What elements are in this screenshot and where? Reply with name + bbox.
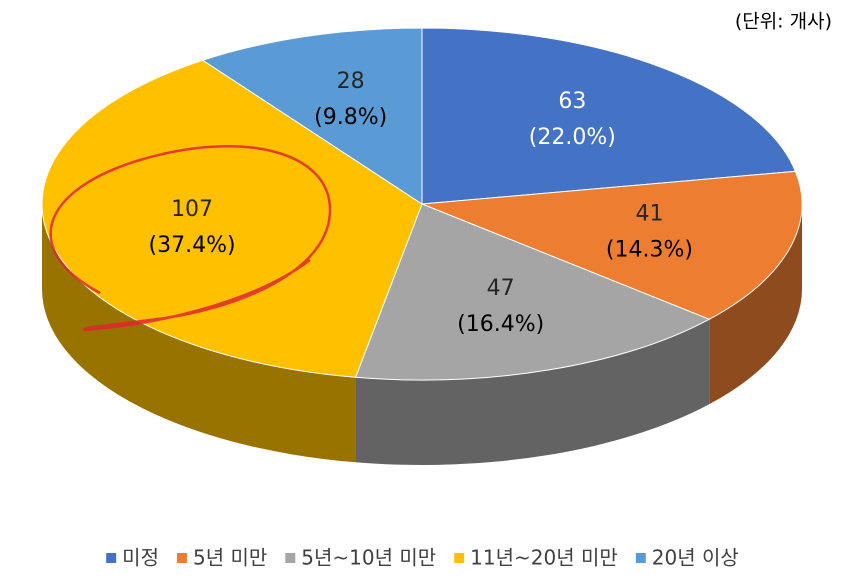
legend: 미정 5년 미만 5년~10년 미만 11년~20년 미만 20년 이상 [106, 546, 739, 570]
legend-label: 11년~20년 미만 [470, 546, 618, 570]
data-label: 28 [337, 69, 365, 94]
legend-swatch [635, 553, 646, 563]
legend-item: 11년~20년 미만 [454, 546, 618, 570]
legend-item: 5년 미만 [176, 546, 267, 570]
pie-side [355, 319, 710, 465]
percent-label: (22.0%) [529, 125, 616, 150]
percent-label: (37.4%) [149, 233, 236, 258]
pie-side [709, 204, 802, 405]
pie-slice [421, 27, 797, 205]
pie-slice [201, 27, 423, 205]
unit-label: (단위: 개사) [735, 11, 832, 33]
legend-swatch [454, 553, 465, 563]
labels: 63 (22.0%) 41 (14.3%) 47 (16.4%) 107 (37.4%) 28 (… [149, 69, 693, 337]
pie [41, 27, 803, 465]
legend-item: 20년 이상 [635, 546, 739, 570]
legend-label: 미정 [122, 546, 159, 570]
pie-slice [354, 203, 711, 381]
pie-side [42, 204, 356, 463]
legend-label: 5년 미만 [193, 546, 267, 570]
data-label: 107 [171, 197, 213, 222]
data-label: 63 [558, 89, 586, 114]
legend-swatch [176, 553, 187, 563]
hand-drawn-circle [49, 145, 332, 332]
legend-label: 5년~10년 미만 [301, 546, 436, 570]
percent-label: (9.8%) [314, 105, 387, 130]
percent-label: (16.4%) [457, 312, 544, 337]
pie-slice [421, 170, 803, 320]
data-label: 47 [487, 276, 515, 301]
legend-item: 5년~10년 미만 [285, 546, 436, 570]
legend-swatch [285, 553, 296, 563]
legend-label: 20년 이상 [652, 546, 739, 570]
legend-swatch [106, 553, 117, 563]
percent-label: (14.3%) [606, 237, 693, 262]
legend-item: 미정 [106, 546, 159, 570]
data-label: 41 [635, 201, 663, 226]
